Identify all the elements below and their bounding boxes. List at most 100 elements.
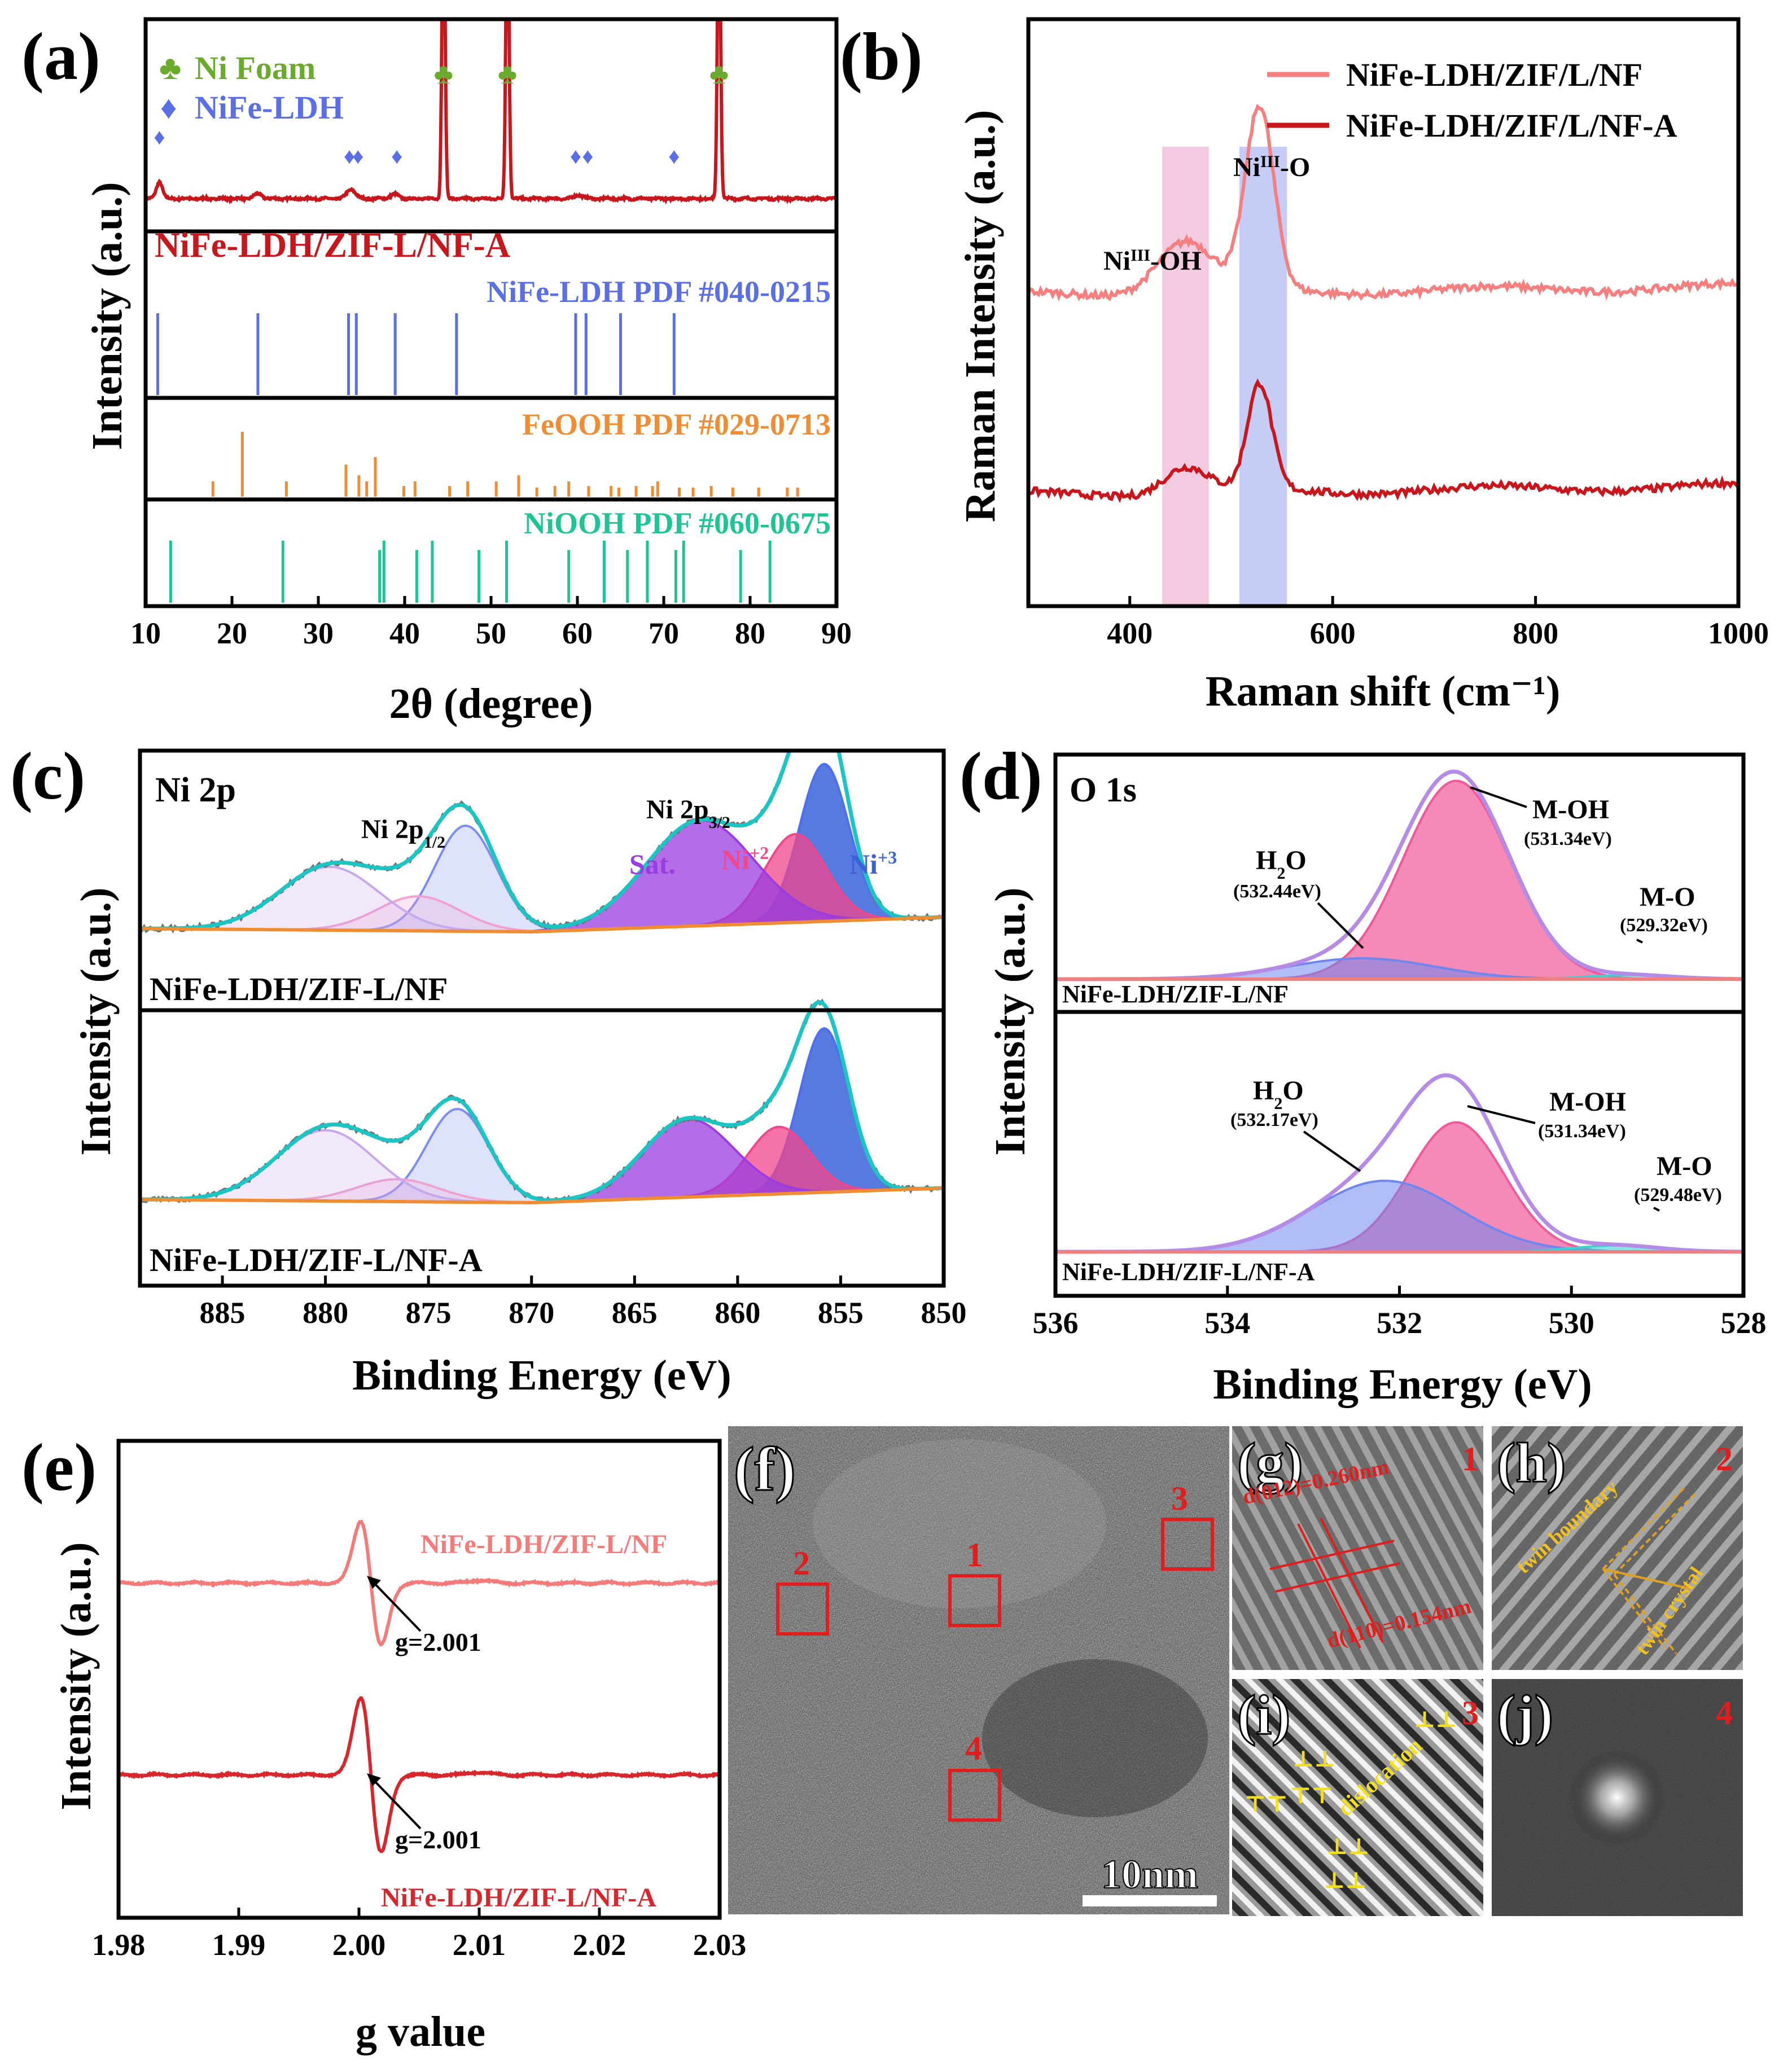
comp-m-oh <box>1055 779 1743 980</box>
xrd-series-line <box>146 19 836 205</box>
tem-g-line-4 <box>1320 1518 1384 1643</box>
panel-b-frame <box>1026 17 1741 608</box>
tem-h-num: 2 <box>1716 1440 1733 1478</box>
tem-f-dark-region <box>982 1659 1208 1817</box>
label-ni2p12: Ni 2p1/2 <box>361 814 445 852</box>
xps-o-x-tick-label: 528 <box>1721 1306 1767 1340</box>
label-ni3: Ni+3 <box>849 847 897 880</box>
xps-ni-sample-top: NiFe-LDH/ZIF-L/NF <box>150 971 448 1007</box>
ref-label-nife-ldh: NiFe-LDH PDF #040-0215 <box>487 275 831 309</box>
tem-f-num-1: 1 <box>966 1536 983 1573</box>
band-label-niiii-oh: NiIII-OH <box>1103 246 1202 277</box>
xps-o-x-tick-label: 532 <box>1377 1306 1422 1340</box>
nife-ldh-marker: ♦ <box>570 143 581 169</box>
tem-i-fringes <box>1232 1679 1483 1916</box>
tem-f-box-4 <box>948 1769 1001 1822</box>
xps-ni-x-tick-label: 885 <box>200 1296 246 1330</box>
epr-arrow-nfa <box>371 1778 422 1830</box>
legend-raman-nf-label: NiFe-LDH/ZIF/L/NF <box>1346 56 1642 93</box>
tem-h-crystal-1 <box>1602 1568 1666 1649</box>
band-niiii-oh <box>1162 147 1209 606</box>
tem-h-twin-line <box>1602 1568 1691 1590</box>
xps-o-x-tick-label: 536 <box>1033 1306 1079 1340</box>
tem-g-line-2 <box>1275 1562 1400 1593</box>
legend-nife-ldh-marker: ♦ <box>160 89 177 126</box>
panel-a-xlabel: 2θ (degree) <box>389 680 593 727</box>
panel-a-letter: (a) <box>21 19 100 94</box>
epr-arrow-nf <box>371 1580 422 1632</box>
tem-h-crystal-2 <box>1613 1573 1677 1655</box>
xps-ni-x-tick-label: 855 <box>818 1296 864 1330</box>
panel-j-letter: (j) <box>1497 1684 1553 1746</box>
o-top-h2o: H2O <box>1256 845 1307 883</box>
o-bot-mo: M-O <box>1657 1151 1712 1181</box>
xps-ni-baseline <box>140 915 944 934</box>
panel-e: (e) Intensity (a.u.) g value 1.98 1.99 2.0… <box>21 1430 746 2055</box>
panel-g-letter: (g) <box>1237 1431 1303 1494</box>
tem-h-noise <box>1492 1426 1743 1670</box>
panel-a-xticks: 10 20 30 40 50 60 70 80 90 <box>130 596 852 650</box>
nife-ldh-marker: ♦ <box>668 143 680 169</box>
o-bot-mo-energy: (529.48eV) <box>1634 1185 1722 1206</box>
panel-i-letter: (i) <box>1237 1684 1290 1746</box>
epr-x-tick-label: 1.99 <box>212 1928 266 1962</box>
dislocation-mark: ⊥⊥ <box>1414 1707 1457 1732</box>
epr-x-tick-label: 2.03 <box>693 1928 747 1962</box>
xrd-x-tick-label: 30 <box>303 616 334 650</box>
nife-ldh-marker: ♦ <box>582 143 593 169</box>
panel-d-plot <box>1055 769 1743 1254</box>
panel-a-ylabel: Intensity (a.u.) <box>84 182 131 450</box>
o-bot-h2o-energy: (532.17eV) <box>1230 1110 1318 1130</box>
legend-raman-nfa-label: NiFe-LDH/ZIF/L/NF-A <box>1346 107 1677 144</box>
legend-ni-foam-marker: ♣ <box>159 49 181 86</box>
panel-e-xlabel: g value <box>356 2008 485 2055</box>
o-top-arrow-moh <box>1470 786 1527 808</box>
panel-e-xticks: 1.98 1.99 2.00 2.01 2.02 2.03 <box>92 1908 747 1962</box>
xps-ni-sample-bottom: NiFe-LDH/ZIF-L/NF-A <box>150 1242 483 1278</box>
panel-d-xlabel: Binding Energy (eV) <box>1213 1361 1592 1408</box>
fft-j-num: 4 <box>1716 1694 1733 1732</box>
epr-x-tick-label: 2.02 <box>573 1928 626 1962</box>
tem-g-num: 1 <box>1462 1440 1479 1478</box>
nife-ldh-marker: ♦ <box>391 143 402 169</box>
nife-ldh-marker: ♦ <box>352 143 363 169</box>
epr-series-nf <box>119 1519 720 1647</box>
xps-ni-x-tick-label: 865 <box>612 1296 658 1330</box>
nife-ldh-marker: ♦ <box>154 124 165 150</box>
o-top-sample: NiFe-LDH/ZIF-L/NF <box>1062 980 1289 1008</box>
label-sat: Sat. <box>629 848 676 880</box>
xrd-x-tick-label: 40 <box>389 616 420 650</box>
panel-h-letter: (h) <box>1497 1431 1566 1494</box>
xps-o-title: O 1s <box>1070 771 1137 809</box>
epr-label-nfa: NiFe-LDH/ZIF-L/NF-A <box>381 1883 656 1913</box>
o-top-mo-energy: (529.32eV) <box>1620 915 1708 936</box>
panel-c-frame <box>138 748 946 1288</box>
dislocation-mark: ⊥⊥ <box>1326 1834 1370 1859</box>
o-bot-h2o: H2O <box>1253 1076 1304 1113</box>
panel-f: (f) 1 2 3 4 10nm <box>728 1426 1229 1914</box>
dislocation-mark: ⊥⊥ <box>1324 1868 1367 1893</box>
panel-d-xticks: 536 534 532 530 528 <box>1033 1286 1767 1340</box>
epr-arrowhead-nfa <box>367 1773 381 1786</box>
panel-d: (d) Intensity (a.u.) Binding Energy (eV)… <box>959 738 1767 1408</box>
raman-series-nf <box>1028 104 1738 301</box>
panel-c: (c) Intensity (a.u.) Binding Energy (eV)… <box>10 738 967 1399</box>
ref-label-niooh: NiOOH PDF #060-0675 <box>524 506 831 540</box>
xrd-x-tick-label: 80 <box>735 616 765 650</box>
raman-x-tick-label: 400 <box>1107 616 1153 650</box>
dislocation-mark: ⊤⊤ <box>1290 1783 1333 1808</box>
ni-foam-marker: ♣ <box>434 58 453 90</box>
panel-b-xlabel: Raman shift (cm⁻¹) <box>1206 668 1561 715</box>
panel-b-letter: (b) <box>840 19 923 94</box>
panel-j: (j) 4 <box>1492 1679 1743 1916</box>
xps-ni-x-tick-label: 860 <box>715 1296 760 1330</box>
o-top-h2o-energy: (532.44eV) <box>1233 881 1321 902</box>
tem-g-line-3 <box>1297 1523 1361 1649</box>
xrd-x-tick-label: 90 <box>821 616 852 650</box>
tem-h-boundary-2 <box>1613 1492 1697 1576</box>
xps-o-x-tick-label: 530 <box>1549 1306 1594 1340</box>
o-bot-moh-energy: (531.34eV) <box>1538 1121 1626 1142</box>
tem-f-scale-label: 10nm <box>1101 1852 1198 1897</box>
panel-c-xticks: 885 880 875 870 865 860 855 850 <box>200 1275 967 1330</box>
